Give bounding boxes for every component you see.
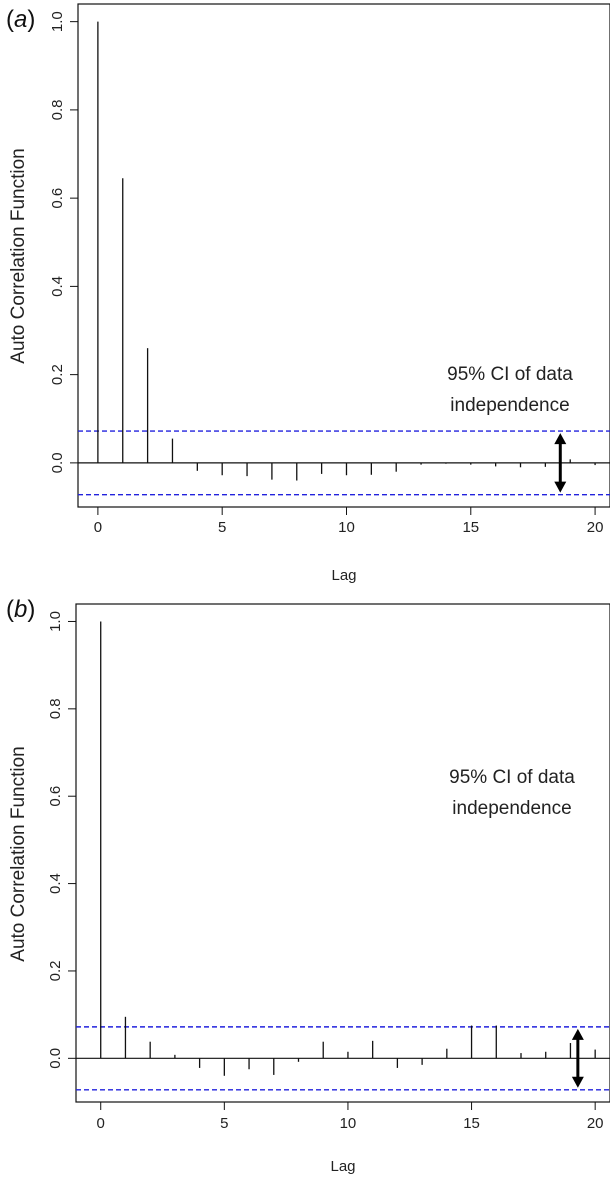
y-tick-label: 0.0 [49,452,66,473]
x-tick-label: 0 [94,519,102,536]
y-axis-title: Auto Correlation Function [8,746,29,961]
ci-annotation-line-1: 95% CI of data [449,767,575,788]
y-tick-label: 0.4 [49,276,66,297]
y-tick-label: 1.0 [47,611,64,632]
acf-panel-a: (a) 0 5 10 15 20 Lag 0.0 0.2 0.4 0.6 0.8 1.0 Auto Co… [6,3,610,584]
ci-arrow-head-up [554,433,567,445]
ci-arrow-head-down [554,481,567,493]
x-tick-label: 5 [218,519,226,536]
x-tick-label: 0 [97,1115,105,1132]
x-tick-label: 10 [338,519,355,536]
ci-arrow-head-down [571,1076,584,1088]
y-tick-label: 0.0 [47,1048,64,1069]
y-tick-label: 0.8 [47,698,64,719]
y-tick-label: 0.4 [47,873,64,894]
y-tick-label: 0.2 [47,961,64,982]
ci-arrow-head-up [571,1028,584,1040]
x-tick-label: 15 [463,1115,480,1132]
y-tick-label: 0.6 [47,786,64,807]
acf-chart-a: 0 5 10 15 20 Lag 0.0 0.2 0.4 0.6 0.8 1.0 Auto Correl… [8,3,610,584]
acf-chart-b: 0 5 10 15 20 Lag 0.0 0.2 0.4 0.6 0.8 1.0 Auto Correl… [8,603,610,1175]
panel-label-a: (a) [6,6,36,33]
plot-frame [75,603,610,1103]
plot-frame [77,3,610,508]
acf-panel-b: (b) 0 5 10 15 20 Lag 0.0 0.2 0.4 0.6 0.8 1.0 Auto Co… [0,590,610,1178]
ci-annotation-line-1: 95% CI of data [447,364,573,385]
y-axis-title: Auto Correlation Function [8,148,29,363]
ci-annotation-line-2: independence [450,395,569,416]
y-tick-label: 0.8 [49,99,66,120]
panel-label-b: (b) [6,596,36,623]
x-axis-title: Lag [330,1158,355,1175]
ci-annotation-line-2: independence [452,798,571,819]
x-tick-label: 20 [587,519,604,536]
x-tick-label: 20 [587,1115,604,1132]
x-tick-label: 10 [340,1115,357,1132]
y-tick-label: 0.6 [49,188,66,209]
y-tick-label: 1.0 [49,11,66,32]
x-tick-label: 15 [462,519,479,536]
x-axis-title: Lag [331,567,356,584]
x-tick-label: 5 [220,1115,228,1132]
y-tick-label: 0.2 [49,364,66,385]
